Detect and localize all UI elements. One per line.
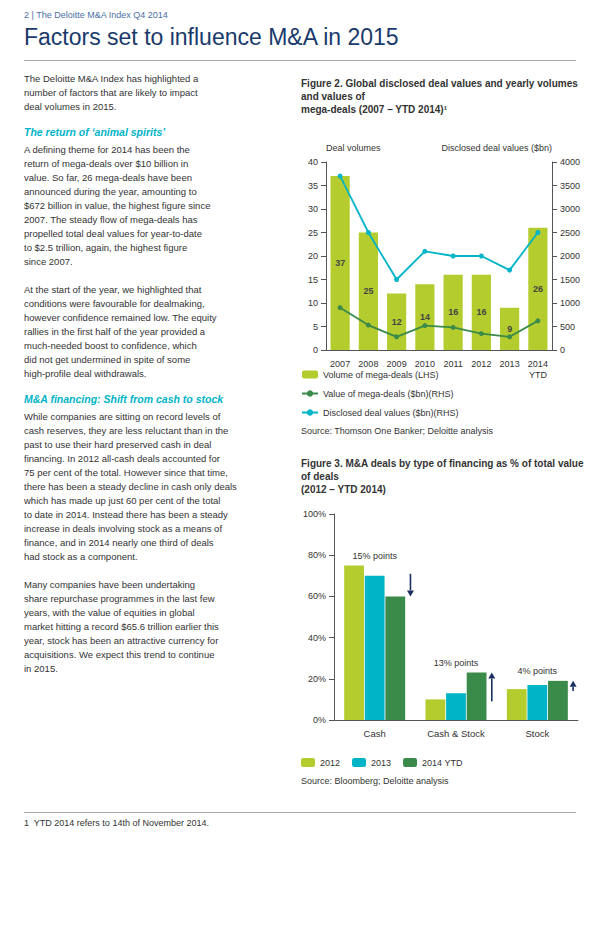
html-text:Factors set to influence M&A i: Factors set to influence M&A in 2015	[24, 24, 399, 50]
svg-text:4000: 4000	[560, 157, 580, 167]
svg-text:2008: 2008	[358, 359, 378, 369]
svg-text:1500: 1500	[560, 275, 580, 285]
svg-text:(2012 – YTD 2014): (2012 – YTD 2014)	[301, 484, 386, 495]
svg-text:Figure 3. M&A deals by type of: Figure 3. M&A deals by type of financing…	[301, 458, 586, 469]
svg-text:Source: Bloomberg; Deloitte an: Source: Bloomberg; Deloitte analysis	[301, 776, 449, 786]
svg-text:15% points: 15% points	[352, 551, 397, 561]
html-text:A defining theme for 2014 has: A defining theme for 2014 has been the r…	[24, 144, 217, 379]
svg-text:35: 35	[308, 181, 318, 191]
svg-text:Value of mega-deals ($bn)(RHS): Value of mega-deals ($bn)(RHS)	[323, 389, 453, 399]
svg-text:Cash & Stock: Cash & Stock	[427, 728, 485, 739]
svg-text:2012: 2012	[471, 359, 491, 369]
svg-text:25: 25	[308, 228, 318, 238]
svg-text:37: 37	[335, 258, 345, 268]
svg-text:4% points: 4% points	[518, 666, 558, 676]
svg-text:Figure 2. Global disclosed dea: Figure 2. Global disclosed deal values a…	[301, 78, 581, 89]
html-text:M&A financing: Shift from cash: M&A financing: Shift from cash to stock	[24, 393, 224, 405]
svg-text:2013: 2013	[371, 758, 391, 768]
svg-text:2012: 2012	[320, 758, 340, 768]
svg-text:60%: 60%	[308, 591, 326, 601]
svg-text:Disclosed deal values ($bn): Disclosed deal values ($bn)	[441, 143, 552, 153]
html-text:2 | The Deloitte M&A Index Q4: 2 | The Deloitte M&A Index Q4 2014	[24, 10, 168, 20]
svg-text:2500: 2500	[560, 228, 580, 238]
svg-text:13% points: 13% points	[434, 658, 479, 668]
svg-text:40%: 40%	[308, 633, 326, 643]
html-text:While companies are sitting on: While companies are sitting on record le…	[24, 411, 237, 674]
svg-text:mega-deals (2007 – YTD 2014)¹: mega-deals (2007 – YTD 2014)¹	[301, 104, 448, 115]
svg-text:16: 16	[448, 307, 458, 317]
svg-text:20%: 20%	[308, 674, 326, 684]
svg-text:2009: 2009	[387, 359, 407, 369]
svg-text:Volume of mega-deals (LHS): Volume of mega-deals (LHS)	[323, 370, 439, 380]
svg-text:40: 40	[308, 157, 318, 167]
svg-text:Deal volumes: Deal volumes	[326, 143, 381, 153]
svg-text:14: 14	[420, 312, 430, 322]
svg-text:2007: 2007	[330, 359, 350, 369]
svg-text:2000: 2000	[560, 251, 580, 261]
svg-text:Stock: Stock	[525, 728, 549, 739]
svg-text:100%: 100%	[303, 509, 326, 519]
svg-text:Source: Thomson One Banker; De: Source: Thomson One Banker; Deloitte ana…	[301, 426, 493, 436]
svg-text:0%: 0%	[313, 715, 326, 725]
svg-text:2013: 2013	[500, 359, 520, 369]
svg-text:10: 10	[308, 298, 318, 308]
svg-text:of deals: of deals	[301, 471, 339, 482]
svg-text:12: 12	[392, 317, 402, 327]
svg-text:2014: 2014	[528, 359, 548, 369]
svg-text:3000: 3000	[560, 204, 580, 214]
svg-text:16: 16	[476, 307, 486, 317]
svg-text:Cash: Cash	[364, 728, 386, 739]
html-text:The return of ‘animal spirits’: The return of ‘animal spirits’	[24, 126, 166, 138]
html-text:1 YTD 2014 refers to 14th of N: 1 YTD 2014 refers to 14th of November 20…	[24, 818, 209, 828]
svg-text:5: 5	[313, 322, 318, 332]
svg-text:20: 20	[308, 251, 318, 261]
svg-text:26: 26	[533, 284, 543, 294]
svg-text:15: 15	[308, 275, 318, 285]
svg-text:500: 500	[560, 322, 575, 332]
svg-text:1000: 1000	[560, 298, 580, 308]
svg-text:80%: 80%	[308, 550, 326, 560]
svg-text:9: 9	[507, 324, 512, 334]
svg-text:and values of: and values of	[301, 91, 366, 102]
svg-text:YTD: YTD	[529, 370, 548, 380]
svg-text:2010: 2010	[415, 359, 435, 369]
svg-text:0: 0	[560, 345, 565, 355]
html-text:The Deloitte M&A Index has hig: The Deloitte M&A Index has highlighted a…	[24, 73, 199, 112]
svg-text:30: 30	[308, 204, 318, 214]
svg-text:3500: 3500	[560, 181, 580, 191]
svg-text:Disclosed deal values ($bn)(RH: Disclosed deal values ($bn)(RHS)	[323, 408, 459, 418]
svg-text:2014 YTD: 2014 YTD	[422, 758, 463, 768]
svg-text:25: 25	[363, 286, 373, 296]
svg-text:2011: 2011	[443, 359, 462, 369]
svg-text:0: 0	[313, 345, 318, 355]
